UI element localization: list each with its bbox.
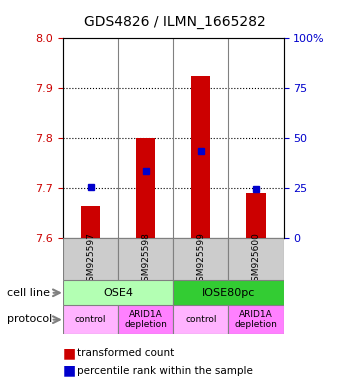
Text: GSM925598: GSM925598 — [141, 232, 150, 286]
FancyBboxPatch shape — [63, 280, 173, 305]
Text: transformed count: transformed count — [77, 348, 174, 358]
Text: ARID1A
depletion: ARID1A depletion — [234, 310, 277, 329]
Bar — [136, 138, 155, 238]
FancyBboxPatch shape — [173, 305, 228, 334]
FancyBboxPatch shape — [118, 305, 173, 334]
Bar — [246, 193, 266, 238]
Text: ARID1A
depletion: ARID1A depletion — [124, 310, 167, 329]
Text: protocol: protocol — [7, 314, 52, 324]
FancyBboxPatch shape — [63, 305, 118, 334]
Text: ■: ■ — [63, 364, 76, 377]
Text: GSM925599: GSM925599 — [196, 232, 205, 286]
Text: control: control — [75, 315, 106, 324]
Text: GSM925597: GSM925597 — [86, 232, 95, 286]
Bar — [191, 76, 210, 238]
Text: percentile rank within the sample: percentile rank within the sample — [77, 366, 253, 376]
Text: OSE4: OSE4 — [103, 288, 133, 298]
Text: control: control — [185, 315, 217, 324]
Text: IOSE80pc: IOSE80pc — [202, 288, 255, 298]
FancyBboxPatch shape — [173, 238, 228, 280]
FancyBboxPatch shape — [228, 238, 284, 280]
Bar — [81, 205, 100, 238]
FancyBboxPatch shape — [173, 280, 284, 305]
Text: GSM925600: GSM925600 — [251, 232, 260, 286]
FancyBboxPatch shape — [118, 238, 173, 280]
FancyBboxPatch shape — [228, 305, 284, 334]
Text: ■: ■ — [63, 346, 76, 360]
Text: GDS4826 / ILMN_1665282: GDS4826 / ILMN_1665282 — [84, 15, 266, 29]
FancyBboxPatch shape — [63, 238, 118, 280]
Text: cell line: cell line — [7, 288, 50, 298]
